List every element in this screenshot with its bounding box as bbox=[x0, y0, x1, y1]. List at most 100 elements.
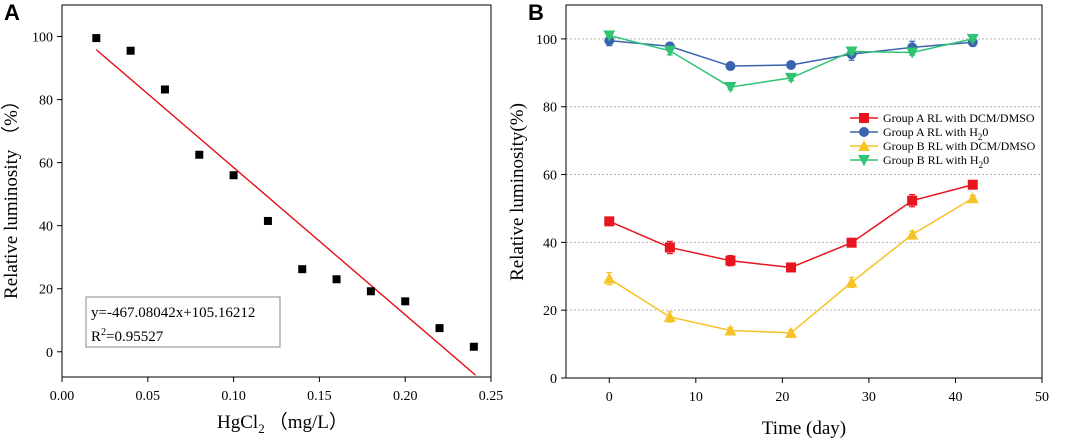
panel-b-point bbox=[845, 276, 858, 288]
panel-b-y-tick-label: 60 bbox=[543, 169, 557, 184]
panel-a-fit-line bbox=[95, 49, 476, 376]
panel-b-x-tick-label: 10 bbox=[689, 390, 703, 405]
equation-r2-superscript: 2 bbox=[101, 327, 106, 338]
panel-b-x-axis-title: Time (day) bbox=[762, 418, 846, 439]
legend-entry-label: Group A RL with H bbox=[883, 125, 978, 139]
panel-a-point bbox=[263, 216, 272, 225]
panel-b-point bbox=[663, 310, 676, 322]
panel-b-point bbox=[845, 46, 858, 58]
panel-a-xlabel-subscript: 2 bbox=[258, 421, 265, 436]
panel-b-point bbox=[725, 255, 736, 266]
panel-b-point bbox=[967, 179, 978, 190]
panel-b-point bbox=[663, 45, 676, 57]
panel-b-point bbox=[906, 228, 919, 240]
panel-a-y-tick-label: 20 bbox=[39, 283, 53, 298]
panel-b-gridlines bbox=[566, 38, 1042, 311]
panel-a-point bbox=[401, 297, 410, 306]
legend-entry-label: Group A RL with DCM/DMSO bbox=[883, 111, 1035, 125]
legend-entry-subscript: 2 bbox=[978, 132, 983, 142]
panel-a-x-tick-label: 0.25 bbox=[479, 389, 504, 404]
equation-r2-value: =0.95527 bbox=[106, 329, 164, 345]
panel-b-point bbox=[725, 61, 736, 72]
panel-b-series bbox=[603, 30, 979, 338]
panel-b-point bbox=[604, 216, 615, 227]
panel-b-point bbox=[664, 242, 675, 253]
panel-a-point bbox=[92, 34, 101, 43]
panel-b-point bbox=[785, 72, 798, 84]
panel-a-y-tick-label: 60 bbox=[39, 157, 53, 172]
panel-b-y-axis-title: Relative luminosity(%) bbox=[507, 103, 528, 281]
legend-entry: Group A RL with H20 bbox=[883, 125, 988, 142]
panel-a: A 0.00 0.05 0.10 0.15 0.20 0.25 020406080100 … bbox=[0, 0, 503, 436]
panel-a-y-ticks: 0 20 40 60 80 100 bbox=[32, 31, 62, 361]
panel-b-x-ticks: 0 10 20 30 40 50 bbox=[606, 378, 1049, 405]
legend-entry-label: Group B RL with H bbox=[883, 153, 979, 167]
equation-box bbox=[85, 296, 281, 348]
panel-a-point bbox=[126, 46, 135, 55]
legend-swatch-marker bbox=[859, 113, 869, 123]
panel-a-y-tick-label: 80 bbox=[39, 94, 53, 109]
legend-swatch-marker bbox=[858, 140, 870, 151]
panel-a-point bbox=[195, 150, 204, 159]
panel-b-point bbox=[724, 324, 737, 336]
panel-b-series-1 bbox=[604, 34, 978, 72]
panel-a-y-tick-label: 40 bbox=[39, 220, 53, 235]
panel-a-x-tick-label: 0.00 bbox=[50, 389, 75, 404]
panel-a-point bbox=[332, 275, 341, 284]
panel-a-x-tick-label: 0.15 bbox=[307, 389, 332, 404]
panel-b-point bbox=[603, 272, 616, 284]
equation-r2: R2=0.95527 bbox=[91, 327, 164, 345]
panel-b-y-tick-label: 20 bbox=[543, 304, 557, 319]
panel-a-point bbox=[298, 265, 307, 274]
panel-b-series-2 bbox=[603, 192, 979, 338]
panel-b-point bbox=[785, 326, 798, 338]
panel-a-label: A bbox=[4, 0, 20, 25]
legend-entry: Group B RL with H20 bbox=[883, 153, 989, 170]
panel-a-point bbox=[160, 85, 169, 94]
panel-a-xlabel: HgCl bbox=[217, 412, 258, 433]
panel-b-y-tick-label: 40 bbox=[543, 236, 557, 251]
panel-b-series-0 bbox=[604, 179, 978, 273]
panel-b-series-3 bbox=[603, 30, 979, 94]
panel-b-point bbox=[907, 195, 918, 206]
panel-b-point bbox=[966, 192, 979, 204]
panel-b-y-tick-label: 0 bbox=[550, 372, 557, 387]
panel-a-y-tick-label: 0 bbox=[46, 346, 53, 361]
panel-a-point bbox=[469, 342, 478, 351]
panel-b-x-tick-label: 50 bbox=[1035, 390, 1049, 405]
panel-b-y-ticks: 0 20 40 60 80 100 bbox=[536, 33, 566, 387]
equation-r2-prefix: R bbox=[91, 329, 101, 345]
panel-a-points bbox=[92, 34, 478, 351]
panel-a-point bbox=[366, 287, 375, 296]
panel-b-y-tick-label: 100 bbox=[536, 33, 557, 48]
panel-a-xlabel-unit: （mg/L） bbox=[269, 411, 348, 433]
panel-b-point bbox=[603, 30, 616, 42]
panel-a-point bbox=[229, 171, 238, 180]
panel-b-point bbox=[786, 60, 797, 71]
panel-b-point bbox=[786, 262, 797, 273]
panel-b-x-tick-label: 40 bbox=[948, 390, 962, 405]
legend-entry: Group B RL with DCM/DMSO bbox=[883, 139, 1036, 153]
legend-swatch-marker bbox=[858, 155, 870, 166]
panel-a-x-tick-label: 0.05 bbox=[136, 389, 161, 404]
panel-a-frame bbox=[61, 4, 492, 378]
panel-a-point bbox=[435, 324, 444, 333]
panel-b-label: B bbox=[528, 0, 544, 25]
legend-swatch-marker bbox=[859, 127, 869, 137]
panel-b-y-tick-label: 80 bbox=[543, 101, 557, 116]
panel-b-point bbox=[724, 82, 737, 94]
panel-b-point bbox=[846, 237, 857, 248]
legend-entry: Group A RL with DCM/DMSO bbox=[883, 111, 1035, 125]
panel-a-y-axis-title: Relative luminosity （%） bbox=[0, 91, 22, 299]
legend-entry-subscript: 2 bbox=[979, 160, 984, 170]
panel-b-point bbox=[906, 47, 919, 59]
panel-a-x-tick-label: 0.10 bbox=[221, 389, 246, 404]
equation-fit: y=-467.08042x+105.16212 bbox=[91, 305, 255, 321]
panel-b-point bbox=[966, 33, 979, 45]
panel-a-y-tick-label: 100 bbox=[32, 31, 53, 46]
legend-entry-tail: 0 bbox=[982, 125, 988, 139]
legend-entry-tail: 0 bbox=[983, 153, 989, 167]
